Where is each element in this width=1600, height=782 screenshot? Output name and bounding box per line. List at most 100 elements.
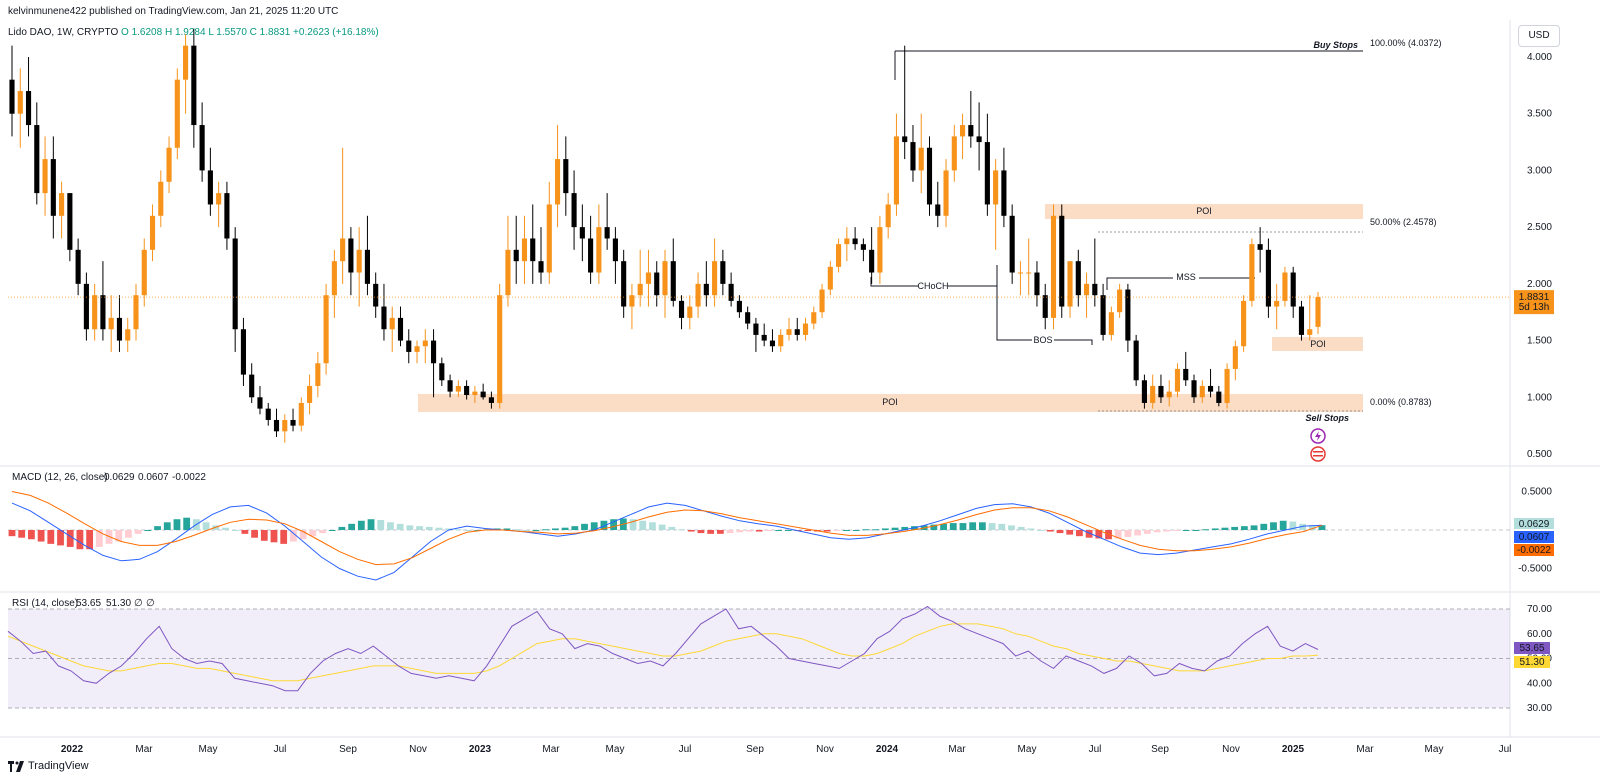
candle-body bbox=[860, 244, 866, 250]
candle-body bbox=[1067, 261, 1073, 307]
currency-button[interactable]: USD bbox=[1518, 25, 1560, 47]
rsi-na-label: ∅ bbox=[146, 598, 155, 609]
macd-histogram-bar bbox=[862, 529, 870, 531]
candle-body bbox=[348, 238, 354, 273]
candle-body bbox=[422, 340, 428, 347]
candle-body bbox=[670, 261, 676, 301]
macd-histogram-bar bbox=[522, 530, 530, 531]
macd-histogram-bar bbox=[57, 530, 64, 546]
macd-histogram-bar bbox=[1270, 522, 1277, 530]
macd-histogram-bar bbox=[134, 530, 142, 534]
macd-histogram-bar bbox=[726, 530, 734, 534]
macd-histogram-bar bbox=[1299, 523, 1306, 530]
candle-body bbox=[637, 283, 643, 296]
time-tick-label: Nov bbox=[409, 744, 427, 755]
macd-histogram-bar bbox=[37, 530, 45, 542]
candle-body bbox=[1158, 385, 1164, 398]
macd-histogram-bar bbox=[988, 523, 996, 530]
candle-body bbox=[554, 159, 561, 205]
candle-body bbox=[910, 142, 916, 171]
rsi-tick-label: 30.00 bbox=[1527, 703, 1552, 714]
macd-histogram-bar bbox=[755, 530, 763, 532]
macd-histogram-bar bbox=[542, 529, 550, 531]
candle-body bbox=[1075, 261, 1081, 296]
candle-body bbox=[282, 419, 288, 432]
candle-body bbox=[1150, 385, 1156, 403]
candle-body bbox=[869, 249, 875, 273]
candle-body bbox=[976, 136, 982, 143]
macd-histogram-bar bbox=[1056, 530, 1064, 534]
price-tick-label: 2.000 bbox=[1527, 279, 1552, 290]
macd-tick-label: -0.5000 bbox=[1518, 564, 1552, 575]
candle-body bbox=[257, 397, 263, 409]
time-tick-label: May bbox=[606, 744, 625, 755]
candle-body bbox=[50, 159, 56, 216]
poi-label: POI bbox=[1196, 206, 1212, 216]
candle-body bbox=[1199, 385, 1205, 398]
candle-body bbox=[75, 249, 81, 284]
macd-histogram-bar bbox=[1076, 530, 1083, 537]
candle-body bbox=[761, 334, 767, 341]
macd-histogram-bar bbox=[998, 523, 1006, 530]
macd-line-badge bbox=[1514, 531, 1554, 543]
time-tick-label: Mar bbox=[948, 744, 966, 755]
macd-histogram-bar bbox=[1008, 525, 1015, 530]
rsi-value: 53.65 bbox=[76, 598, 101, 609]
change-value: +0.2623 (+16.18%) bbox=[293, 27, 379, 38]
candle-body bbox=[703, 283, 709, 296]
publisher-header: kelvinmunene422 published on TradingView… bbox=[8, 6, 339, 17]
candle-body bbox=[1183, 368, 1189, 381]
candle-body bbox=[1050, 215, 1057, 318]
macd-histogram-bar bbox=[1260, 523, 1268, 530]
mss-label-bg bbox=[1173, 272, 1199, 283]
candle-body bbox=[1224, 368, 1230, 403]
macd-line-value: 0.0607 bbox=[138, 472, 169, 483]
candle-body bbox=[712, 261, 718, 296]
candle-body bbox=[1100, 295, 1106, 335]
macd-histogram-bar bbox=[1134, 530, 1142, 536]
macd-signal-value: -0.0022 bbox=[172, 472, 206, 483]
macd-histogram-bar bbox=[775, 530, 782, 531]
poi-label: POI bbox=[1310, 339, 1326, 349]
macd-histogram-bar bbox=[18, 530, 26, 538]
candle-body bbox=[273, 419, 280, 432]
candle-body bbox=[935, 204, 941, 216]
candle-body bbox=[695, 283, 701, 307]
candle-body bbox=[323, 295, 329, 364]
macd-hist-badge bbox=[1514, 518, 1554, 529]
candle-body bbox=[505, 249, 511, 296]
macd-line-badge-label: 0.0607 bbox=[1519, 532, 1550, 543]
candle-body bbox=[42, 159, 48, 194]
candle-body bbox=[596, 227, 602, 273]
rsi-tick-label: 60.00 bbox=[1527, 629, 1552, 640]
mss-label: MSS bbox=[1176, 272, 1196, 282]
macd-histogram-bar bbox=[1211, 528, 1219, 530]
buy-stops-label: Buy Stops bbox=[1313, 40, 1358, 50]
tradingview-footer[interactable]: TradingView bbox=[8, 760, 89, 772]
time-tick-label: Mar bbox=[135, 744, 153, 755]
macd-histogram-bar bbox=[978, 522, 986, 530]
macd-histogram-bar bbox=[202, 522, 210, 530]
macd-histogram-bar bbox=[571, 526, 579, 530]
price-tick-label: 1.500 bbox=[1527, 336, 1552, 347]
candle-body bbox=[199, 125, 205, 171]
poi-zone-right bbox=[1272, 337, 1363, 351]
macd-histogram-bar bbox=[290, 530, 297, 542]
price-tick-label: 1.000 bbox=[1527, 392, 1552, 403]
macd-histogram-bar bbox=[716, 530, 724, 534]
macd-histogram-bar bbox=[86, 530, 94, 550]
time-tick-label: May bbox=[1018, 744, 1037, 755]
macd-histogram-bar bbox=[823, 530, 831, 532]
time-tick-label: Sep bbox=[1151, 744, 1169, 755]
candle-body bbox=[885, 204, 891, 228]
candle-body bbox=[307, 385, 313, 403]
candle-body bbox=[926, 147, 933, 205]
choch-label: CHoCH bbox=[917, 281, 948, 291]
candle-body bbox=[149, 215, 156, 250]
price-tick-label: 0.500 bbox=[1527, 449, 1552, 460]
macd-histogram-bar bbox=[445, 528, 453, 530]
candle-body bbox=[786, 329, 792, 335]
macd-histogram-bar bbox=[610, 519, 618, 530]
macd-histogram-bar bbox=[357, 520, 365, 530]
